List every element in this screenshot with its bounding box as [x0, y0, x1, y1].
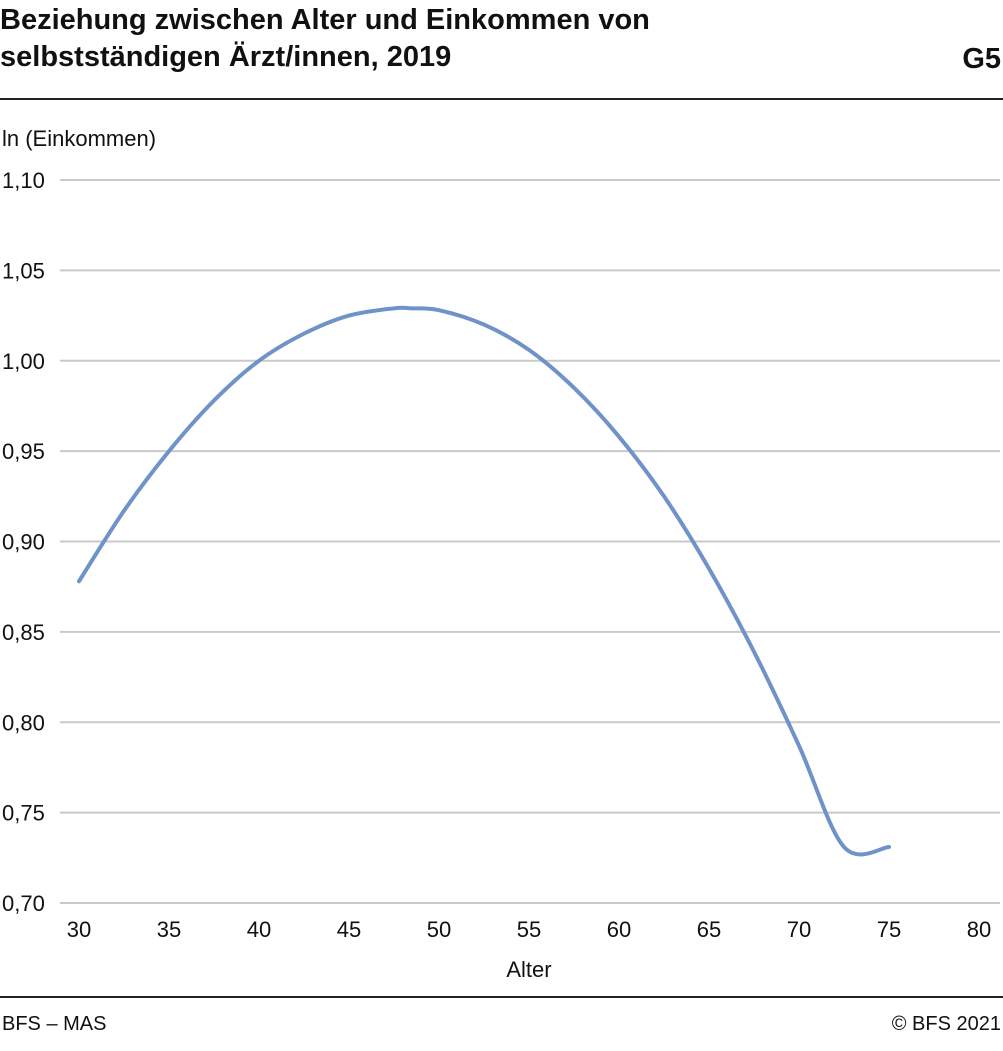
chart-title-line-1: Beziehung zwischen Alter und Einkommen v…: [0, 4, 650, 36]
y-tick-label: 0,85: [2, 620, 45, 645]
y-tick-label: 0,80: [2, 710, 45, 735]
y-tick-label: 1,10: [2, 168, 45, 193]
x-tick-label: 40: [247, 917, 271, 942]
x-tick-label: 80: [967, 917, 991, 942]
x-tick-label: 30: [67, 917, 91, 942]
chart-id: G5: [962, 43, 1001, 75]
x-tick-label: 75: [877, 917, 901, 942]
line-chart: 0,70 0,75 0,80 0,85 0,90 0,95 1,00 1,05 1,10 30 35…: [2, 168, 1000, 942]
x-tick-label: 70: [787, 917, 811, 942]
source-note: BFS – MAS: [2, 1013, 107, 1035]
x-tick-label: 55: [517, 917, 541, 942]
copyright-note: © BFS 2021: [891, 1013, 1001, 1035]
header-rule: [0, 98, 1003, 100]
x-tick-label: 35: [157, 917, 181, 942]
y-tick-label: 0,90: [2, 530, 45, 555]
x-tick-label: 50: [427, 917, 451, 942]
chart-title: Beziehung zwischen Alter und Einkommen v…: [0, 2, 900, 76]
x-tick-label: 60: [607, 917, 631, 942]
y-tick-label: 0,95: [2, 439, 45, 464]
chart-title-line-2: selbstständigen Ärzt/innen, 2019: [0, 41, 452, 73]
x-tick-label: 45: [337, 917, 361, 942]
y-axis-label: ln (Einkommen): [2, 126, 157, 151]
y-tick-label: 0,75: [2, 801, 45, 826]
x-tick-label: 65: [697, 917, 721, 942]
y-tick-label: 1,05: [2, 258, 45, 283]
y-tick-label: 0,70: [2, 891, 45, 916]
x-axis-label: Alter: [506, 957, 552, 982]
series-line: [77, 305, 891, 857]
footer-rule: [0, 996, 1003, 998]
y-tick-label: 1,00: [2, 349, 45, 374]
